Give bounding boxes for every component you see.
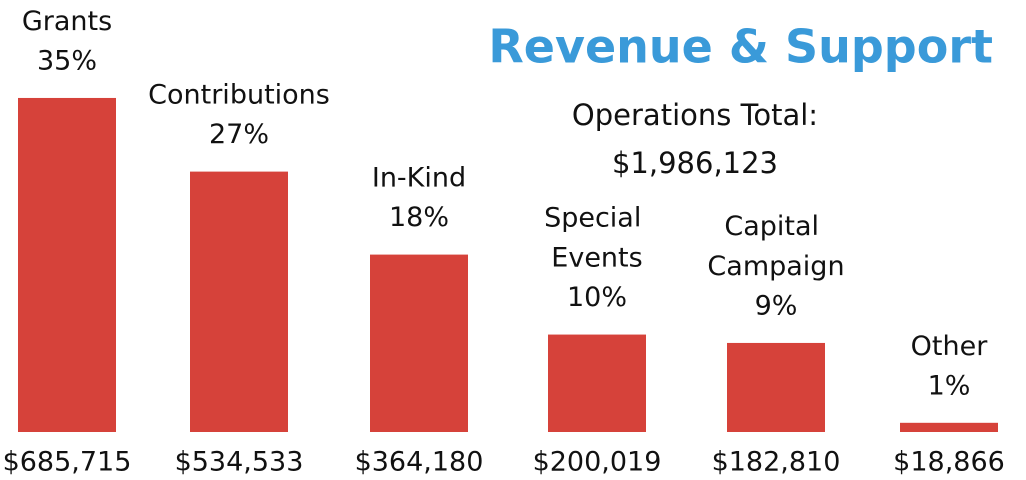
bar [190,171,288,432]
percent-label: 1% [928,370,971,401]
percent-label: 18% [389,202,449,233]
chart-title: Revenue & Support [488,20,993,74]
bar [548,334,646,432]
bar [370,254,468,432]
percent-label: 9% [755,290,798,321]
value-label: $18,866 [893,447,1005,478]
value-label: $200,019 [533,447,662,478]
percent-label: 10% [567,282,627,313]
category-label: In-Kind [372,162,466,193]
category-label: Capital Campaign [707,210,844,281]
category-label: Grants [22,5,112,36]
category-label: Contributions [148,79,330,110]
bar [18,97,116,433]
annotation-text: Operations Total: [572,98,818,132]
annotation-total: $1,986,123 [612,146,778,180]
value-label: $534,533 [175,447,304,478]
value-label: $182,810 [712,447,841,478]
percent-label: 27% [209,119,269,150]
value-label: $685,715 [3,447,132,478]
bar [727,342,825,432]
category-label: Other [911,330,989,361]
bar [900,422,998,432]
category-label: Special Events [544,202,650,273]
percent-label: 35% [37,45,97,76]
value-label: $364,180 [355,447,484,478]
